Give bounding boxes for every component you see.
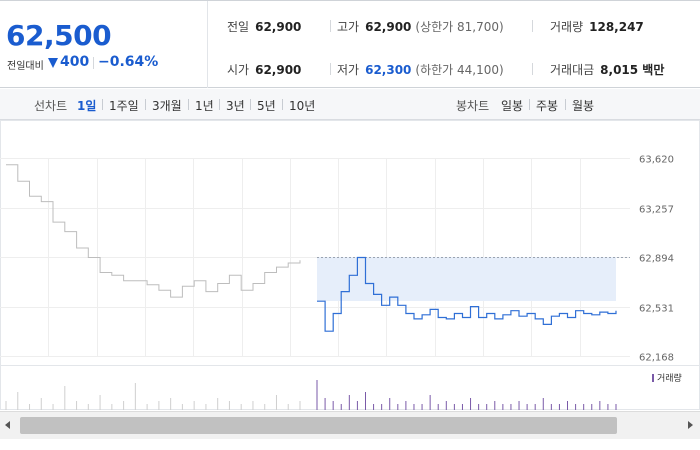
change-label: 전일대비 [7, 61, 44, 72]
y-tick-label: 62,168 [639, 353, 674, 364]
current-price: 62,500 [6, 19, 112, 52]
stat-low: 저가 62,300 (하한가 44,100) [337, 63, 504, 77]
stat-prev-close: 전일 62,900 [227, 20, 302, 34]
today-area-fill [317, 257, 616, 301]
period-3month-button[interactable]: 3개월 [152, 99, 182, 113]
candle-daily-button[interactable]: 일봉 [501, 99, 524, 113]
divider [102, 99, 103, 110]
period-1year-button[interactable]: 1년 [195, 99, 214, 113]
divider [219, 99, 220, 110]
divider [188, 99, 189, 110]
y-tick-label: 63,257 [639, 205, 674, 216]
divider [250, 99, 251, 110]
scroll-right-icon[interactable] [688, 421, 693, 429]
candle-chart-label: 봉차트 [456, 99, 490, 113]
stat-open: 시가 62,900 [227, 63, 302, 77]
down-arrow-icon [48, 58, 58, 68]
quote-summary: 62,500 전일대비 400 −0.64% 전일 62,900 고가 62,900… [0, 0, 700, 88]
scroll-left-icon[interactable] [5, 421, 10, 429]
chart-period-bar: 선차트 1일 1주일 3개월 1년 3년 5년 10년 봉차트 일봉 주봉 월봉 [0, 89, 700, 120]
current-price-box: 62,500 전일대비 400 −0.64% [0, 1, 208, 88]
prev-day-series-line [6, 164, 301, 298]
price-chart: 63,620 63,257 62,894 62,531 62,168 거래량 [0, 120, 700, 410]
line-chart-label: 선차트 [34, 99, 68, 113]
divider [93, 57, 94, 69]
divider [565, 99, 566, 110]
divider [532, 20, 533, 32]
volume-legend-label: 거래량 [657, 372, 682, 384]
volume-legend-swatch [652, 374, 654, 382]
chart-scrollbar[interactable] [0, 411, 700, 439]
price-chart-svg: 63,620 63,257 62,894 62,531 62,168 거래량 [0, 120, 700, 410]
change-rate: −0.64% [98, 54, 159, 70]
period-1week-button[interactable]: 1주일 [109, 99, 139, 113]
divider [532, 63, 533, 75]
period-1day-button[interactable]: 1일 [77, 99, 97, 113]
candle-weekly-button[interactable]: 주봉 [536, 99, 559, 113]
stat-high: 고가 62,900 (상한가 81,700) [337, 20, 504, 34]
scroll-thumb[interactable] [20, 417, 617, 434]
y-tick-label: 62,531 [639, 304, 674, 315]
stat-volume: 거래량 128,247 [550, 20, 644, 34]
divider [330, 20, 331, 32]
period-3year-button[interactable]: 3년 [226, 99, 245, 113]
period-5year-button[interactable]: 5년 [257, 99, 276, 113]
today-series-line [317, 256, 617, 332]
stat-trade-amount: 거래대금 8,015 백만 [550, 63, 665, 77]
divider [330, 63, 331, 75]
candle-monthly-button[interactable]: 월봉 [572, 99, 595, 113]
period-10year-button[interactable]: 10년 [289, 99, 316, 113]
y-tick-label: 63,620 [639, 155, 674, 166]
change-amount: 400 [60, 54, 90, 70]
divider [282, 99, 283, 110]
divider [529, 99, 530, 110]
divider [145, 99, 146, 110]
y-tick-label: 62,894 [639, 254, 674, 265]
